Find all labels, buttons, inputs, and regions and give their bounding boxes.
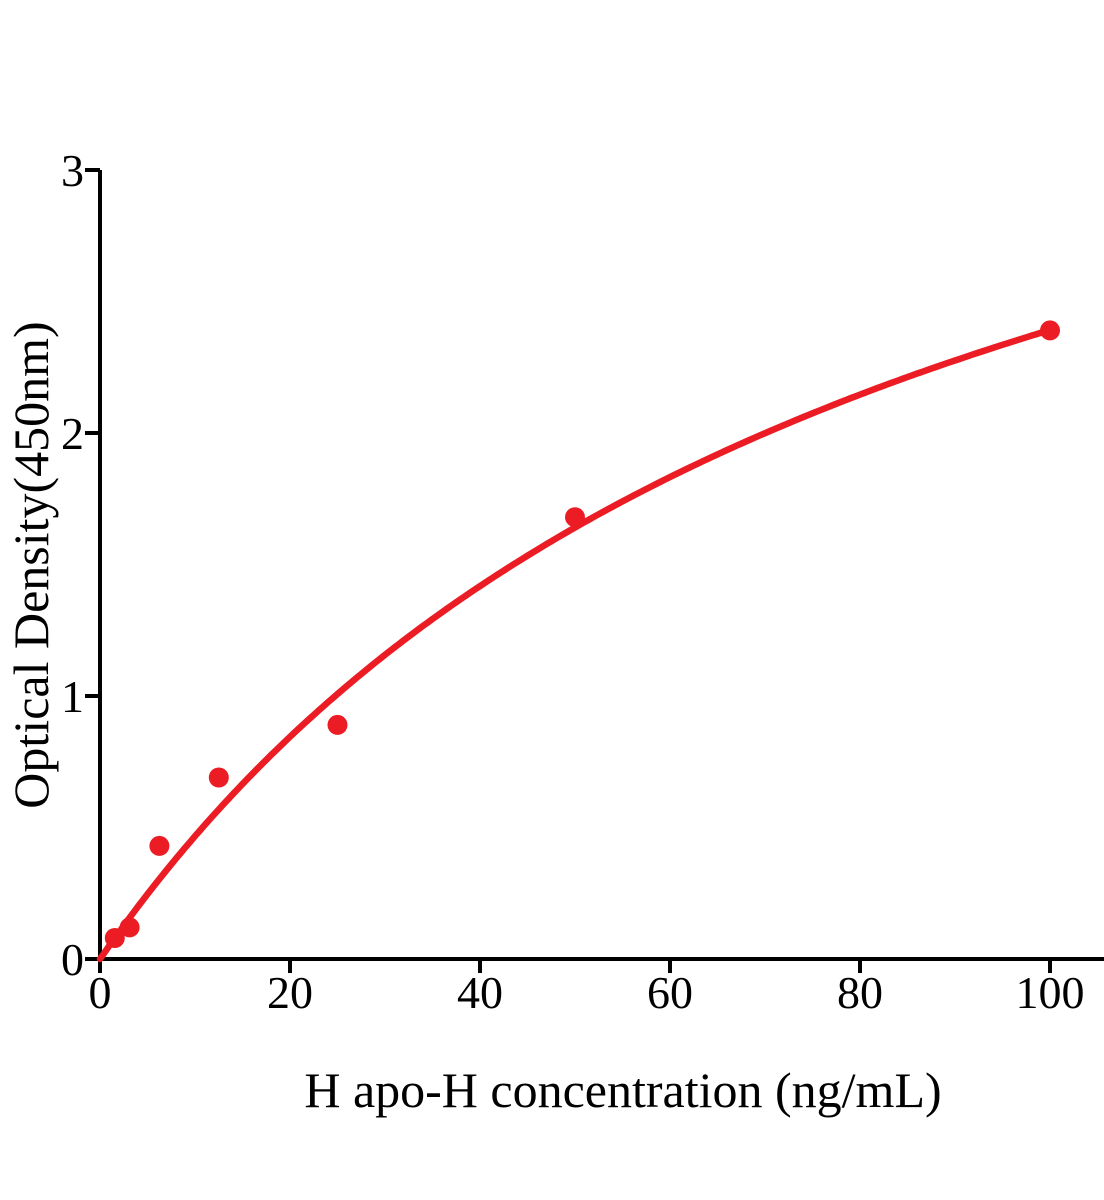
data-point (565, 507, 585, 528)
y-tick-label: 0 (61, 934, 84, 985)
data-point (327, 714, 348, 735)
tick-marks (85, 168, 1052, 973)
axes (98, 170, 1104, 973)
x-tick-label: 40 (457, 967, 503, 1018)
tick-labels: 0 20 40 60 80 100 0 1 2 3 (61, 145, 1085, 1018)
y-axis-title: Optical Density(450nm) (3, 321, 59, 808)
y-tick-label: 3 (61, 145, 84, 196)
x-axis-title: H apo-H concentration (ng/mL) (304, 1062, 941, 1118)
data-points (104, 320, 1060, 948)
fit-curve-line (96, 326, 1054, 963)
data-point (208, 767, 229, 788)
x-tick-label: 0 (89, 967, 112, 1018)
y-tick-label: 1 (61, 671, 84, 722)
data-point (1040, 320, 1060, 341)
x-tick-label: 80 (837, 967, 883, 1018)
data-point (119, 917, 140, 938)
y-tick-label: 2 (61, 408, 84, 459)
x-tick-label: 20 (267, 967, 313, 1018)
x-tick-label: 60 (647, 967, 693, 1018)
data-point (149, 835, 170, 856)
data-point (104, 928, 125, 948)
x-tick-label: 100 (1016, 967, 1085, 1018)
